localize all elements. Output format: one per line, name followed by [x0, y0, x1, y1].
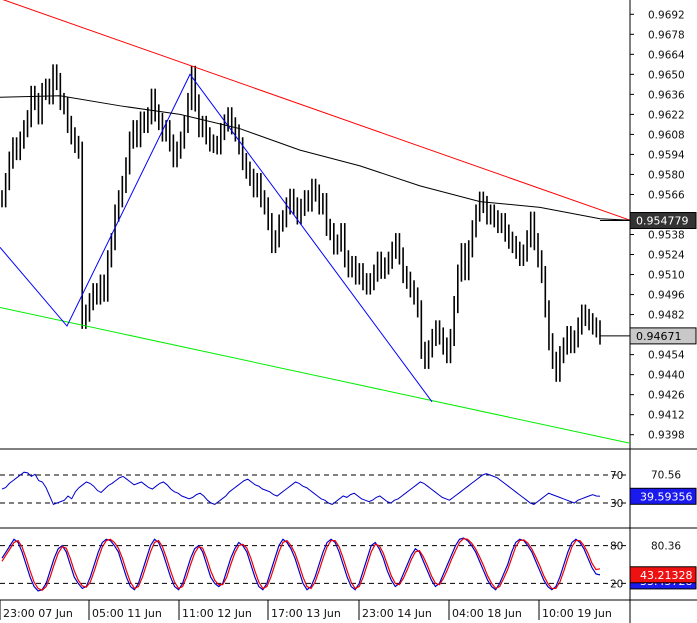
y-tick-label: 0.9678 [648, 29, 685, 41]
x-tick-label: 23:00 14 Jun [362, 607, 432, 620]
x-tick-label: 23:00 07 Jun [3, 607, 73, 620]
overlay-line-0 [2, 0, 631, 221]
y-tick-label: 0.9608 [648, 129, 685, 141]
x-tick-label: 10:00 19 Jun [542, 607, 612, 620]
stoch-max-label: 80.36 [651, 540, 681, 552]
stoch-line-1 [1, 538, 601, 592]
overlay-line-2 [0, 73, 433, 403]
rsi-level-label: 30 [610, 498, 623, 510]
stoch-k-label: 43.21328 [640, 569, 693, 582]
rsi-max-label: 70.56 [651, 470, 681, 482]
y-tick-label: 0.9398 [648, 430, 685, 442]
y-tick-label: 0.9622 [648, 109, 685, 121]
price-tag-label: 0.94671 [636, 330, 682, 343]
y-tick-label: 0.9580 [648, 169, 685, 181]
y-tick-label: 0.9454 [648, 350, 685, 362]
y-tick-label: 0.9594 [648, 149, 685, 161]
y-tick-label: 0.9440 [648, 370, 685, 382]
y-tick-label: 0.9566 [648, 189, 685, 201]
price-tag-box [629, 212, 697, 230]
y-tick-label: 0.9426 [648, 390, 685, 402]
x-tick-label: 17:00 13 Jun [271, 607, 341, 620]
stoch-k-tag [629, 566, 697, 584]
y-tick-label: 0.9496 [648, 290, 685, 302]
y-tick-label: 0.9412 [648, 410, 685, 422]
rsi-line [1, 471, 601, 506]
y-tick-label: 0.9510 [648, 270, 685, 282]
x-axis: 23:00 07 Jun 05:00 11 Jun 11:00 12 Jun 17:0… [0, 600, 612, 620]
y-tick-label: 0.9482 [648, 310, 685, 322]
y-tick-label: 0.9636 [648, 89, 685, 101]
price-tag-label: 0.954779 [636, 215, 689, 228]
stoch-level-label: 20 [610, 578, 623, 590]
y-tick-label: 0.9538 [648, 230, 685, 242]
rsi-level-label: 70 [610, 470, 623, 482]
stoch-level-label: 80 [610, 541, 623, 553]
rsi-panel: 70 30 70.56 39.59356 [0, 470, 697, 529]
y-tick-label: 0.9692 [648, 9, 685, 21]
x-tick-label: 04:00 18 Jun [452, 607, 522, 620]
stoch-line-0 [1, 537, 601, 592]
x-tick-label: 11:00 12 Jun [182, 607, 252, 620]
x-tick-label: 05:00 11 Jun [92, 607, 162, 620]
rsi-value-tag [629, 487, 697, 505]
overlay-line-1 [0, 306, 631, 444]
y-tick-label: 0.9524 [648, 250, 685, 262]
price-tag-box [629, 327, 697, 345]
y-tick-label: 0.9650 [648, 69, 685, 81]
y-tick-label: 0.9664 [648, 49, 685, 61]
rsi-value-label: 39.59356 [640, 490, 693, 503]
overlay-line-3 [0, 95, 631, 221]
